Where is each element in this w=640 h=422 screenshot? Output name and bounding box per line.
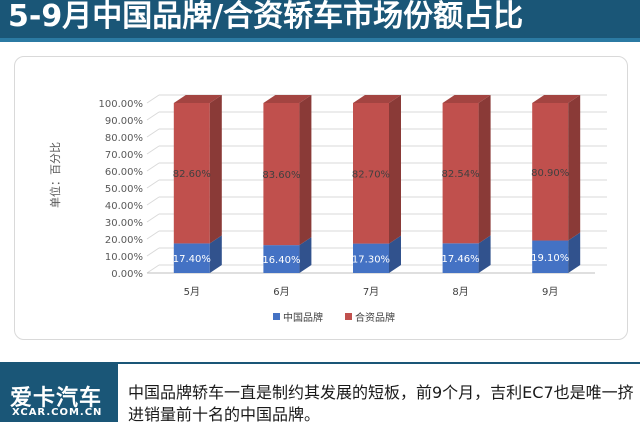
gridline-side bbox=[146, 247, 160, 257]
bar-segment-jv bbox=[442, 103, 479, 244]
gridline-side bbox=[146, 128, 160, 138]
x-tick-label: 9月 bbox=[542, 286, 558, 298]
y-tick-label: 20.00% bbox=[105, 235, 143, 246]
y-tick-label: 10.00% bbox=[105, 252, 143, 263]
footer: 爱卡汽车 XCAR.COM.CN 中国品牌轿车一直是制约其发展的短板，前9个月，… bbox=[0, 362, 640, 422]
bar-top-jv bbox=[353, 95, 401, 103]
y-tick-label: 90.00% bbox=[105, 116, 143, 127]
bar-segment-china bbox=[532, 240, 569, 273]
x-tick-label: 5月 bbox=[184, 286, 200, 298]
data-label: 17.46% bbox=[442, 254, 480, 265]
xcar-logo: 爱卡汽车 XCAR.COM.CN bbox=[0, 364, 118, 422]
data-label: 19.10% bbox=[531, 253, 569, 264]
bar-side-jv bbox=[478, 95, 491, 244]
bar-top-jv bbox=[442, 95, 491, 103]
y-tick-label: 60.00% bbox=[105, 167, 143, 178]
bar-segment-jv bbox=[263, 103, 300, 246]
bar-top-jv bbox=[532, 95, 581, 103]
legend-label: 中国品牌 bbox=[283, 311, 323, 324]
bar-top-jv bbox=[173, 95, 222, 103]
bar-segment-china bbox=[442, 243, 479, 273]
bar-side-jv bbox=[568, 95, 581, 241]
bar-segment-china bbox=[173, 243, 210, 273]
bar-segment-china bbox=[263, 245, 300, 273]
gridline-side bbox=[146, 196, 160, 206]
bar-side-jv bbox=[299, 95, 312, 246]
bar-side-china bbox=[209, 235, 222, 273]
bar-segment-jv bbox=[353, 103, 389, 244]
stacked-bar-chart: 0.00% 10.00% 20.00% 30.00% 40.00% 50.00% 60.00… bbox=[99, 94, 607, 324]
gridline-side bbox=[146, 145, 160, 155]
data-label: 82.54% bbox=[442, 169, 480, 180]
bar-side-china bbox=[389, 235, 401, 273]
gridline-side bbox=[146, 230, 160, 240]
gridline-side bbox=[146, 111, 160, 121]
data-label: 17.40% bbox=[173, 254, 211, 265]
legend-swatch bbox=[345, 313, 352, 320]
bar-side-china bbox=[478, 235, 491, 273]
logo-text-en: XCAR.COM.CN bbox=[12, 407, 103, 418]
header-divider bbox=[0, 38, 640, 42]
y-tick-label: 50.00% bbox=[105, 184, 143, 195]
data-label: 80.90% bbox=[531, 168, 569, 179]
gridline-side bbox=[146, 213, 160, 223]
bar-segment-jv bbox=[532, 103, 569, 241]
y-tick-label: 100.00% bbox=[99, 99, 144, 110]
caption-text: 中国品牌轿车一直是制约其发展的短板，前9个月，吉利EC7也是唯一挤进销量前十名的… bbox=[128, 383, 634, 422]
gridline-side bbox=[146, 179, 160, 189]
chart-frame: 0.00% 10.00% 20.00% 30.00% 40.00% 50.00% 60.00… bbox=[14, 56, 628, 340]
page-title: 5-9月中国品牌/合资轿车市场份额占比 bbox=[8, 0, 524, 34]
y-tick-label: 70.00% bbox=[105, 150, 143, 161]
x-tick-label: 8月 bbox=[452, 286, 468, 298]
bar-side-jv bbox=[209, 95, 222, 244]
gridline-side bbox=[146, 264, 160, 274]
legend-label: 合资品牌 bbox=[355, 311, 395, 324]
header-banner: 5-9月中国品牌/合资轿车市场份额占比 bbox=[0, 0, 640, 38]
y-tick-label: 0.00% bbox=[111, 269, 143, 280]
bar-side-china bbox=[299, 237, 312, 273]
y-axis-label: 单位：百分比 bbox=[49, 142, 62, 208]
data-label: 16.40% bbox=[262, 255, 300, 266]
bar-top-jv bbox=[263, 95, 312, 103]
bar-segment-china bbox=[353, 243, 389, 273]
logo-text-cn: 爱卡汽车 bbox=[10, 386, 103, 411]
gridline-side bbox=[146, 94, 160, 104]
x-tick-label: 6月 bbox=[273, 286, 289, 298]
bar-side-jv bbox=[389, 95, 401, 244]
gridline-side bbox=[146, 162, 160, 172]
data-label: 82.70% bbox=[352, 169, 390, 180]
bar-side-china bbox=[568, 232, 581, 273]
data-label: 83.60% bbox=[262, 170, 300, 181]
x-tick-label: 7月 bbox=[363, 286, 379, 298]
bar-segment-jv bbox=[173, 103, 210, 244]
data-label: 17.30% bbox=[352, 254, 390, 265]
legend-swatch bbox=[273, 313, 280, 320]
y-tick-label: 80.00% bbox=[105, 133, 143, 144]
y-tick-label: 40.00% bbox=[105, 201, 143, 212]
data-label: 82.60% bbox=[173, 169, 211, 180]
y-tick-label: 30.00% bbox=[105, 218, 143, 229]
